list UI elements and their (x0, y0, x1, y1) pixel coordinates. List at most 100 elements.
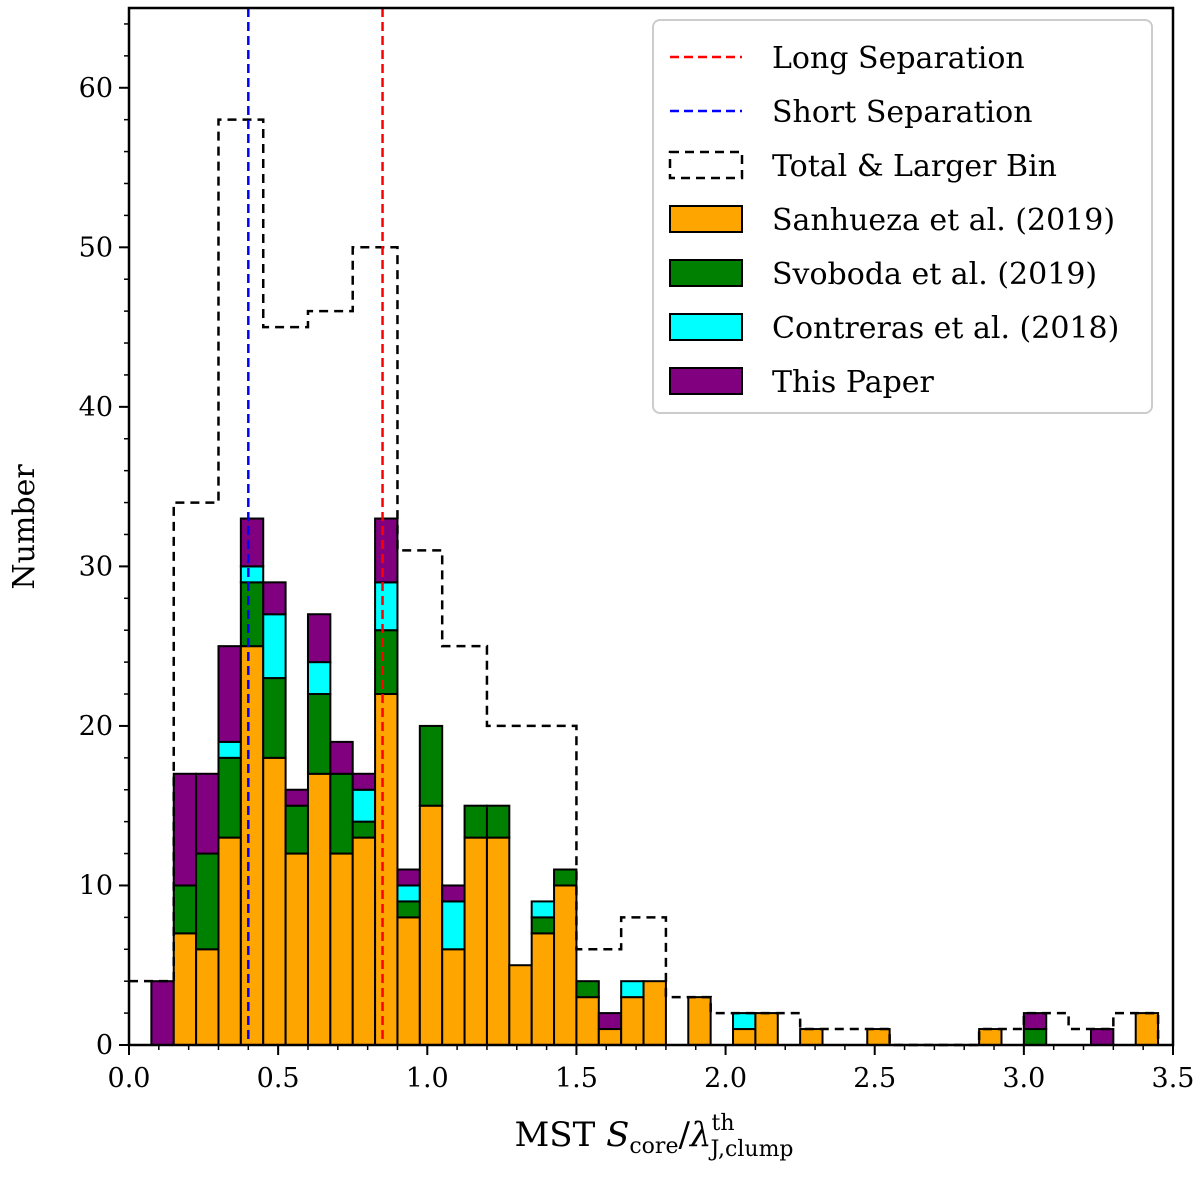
x-axis-label: MST Score/λth J,clump (514, 1111, 793, 1162)
y-tick-label: 0 (96, 1030, 113, 1061)
legend-label-long-separation: Long Separation (772, 41, 1025, 76)
bar-this-paper-bin-3 (217, 645, 242, 743)
bar-sanhueza-et-al-2019-bin-19 (575, 996, 600, 1047)
total-larger-bin-step (129, 118, 1160, 1047)
bar-svoboda-et-al-2019-bin-9 (351, 820, 377, 839)
x-tick-label: 2.0 (704, 1063, 747, 1094)
x-axis-label-sub: core (629, 1134, 678, 1159)
legend-label-svoboda-et-al-2019: Svoboda et al. (2019) (772, 257, 1097, 292)
legend-box (652, 19, 1153, 414)
bar-svoboda-et-al-2019-bin-8 (329, 772, 354, 855)
x-axis-label-slash: / (678, 1115, 690, 1155)
y-tick-label: 30 (79, 551, 113, 582)
x-tick-label: 2.5 (853, 1063, 896, 1094)
legend-handle-total-larger-bin (668, 150, 744, 180)
bar-this-paper-bin-11 (396, 868, 421, 887)
bar-this-paper-bin-20 (597, 1012, 623, 1031)
bar-this-paper-bin-30 (1089, 1028, 1115, 1046)
bar-sanhueza-et-al-2019-bin-7 (306, 772, 332, 1046)
bar-sanhueza-et-al-2019-bin-31 (1134, 1012, 1160, 1046)
bar-sanhueza-et-al-2019-bin-2 (195, 948, 220, 1046)
bar-contreras-et-al-2018-bin-9 (351, 788, 377, 823)
x-axis-label-var2: λ (688, 1115, 712, 1155)
bar-contreras-et-al-2018-bin-17 (530, 900, 556, 919)
bar-svoboda-et-al-2019-bin-19 (575, 980, 600, 999)
bar-svoboda-et-al-2019-bin-4 (239, 581, 265, 648)
bar-this-paper-bin-0 (150, 980, 175, 1047)
bar-sanhueza-et-al-2019-bin-28 (978, 1028, 1003, 1046)
bar-svoboda-et-al-2019-bin-1 (172, 884, 198, 935)
bar-sanhueza-et-al-2019-bin-8 (329, 852, 354, 1046)
bar-contreras-et-al-2018-bin-11 (396, 884, 421, 903)
separation-lines (247, 8, 384, 1045)
plot-frame (127, 6, 1175, 1047)
bar-contreras-et-al-2018-bin-24 (732, 1012, 757, 1031)
legend-label-sanhueza-et-al-2019: Sanhueza et al. (2019) (772, 203, 1115, 238)
x-tick-label: 1.0 (406, 1063, 449, 1094)
bar-contreras-et-al-2018-bin-21 (620, 980, 645, 999)
total-larger-bin-line (129, 118, 1160, 1047)
x-axis-label-sup: th (712, 1111, 735, 1136)
x-tick-label: 1.5 (555, 1063, 598, 1094)
x-axis-label-var: S (606, 1115, 629, 1155)
bar-this-paper-bin-29 (1022, 1012, 1048, 1031)
bar-contreras-et-al-2018-bin-5 (262, 613, 287, 680)
y-tick-label: 10 (79, 870, 113, 901)
bar-sanhueza-et-al-2019-bin-22 (642, 980, 667, 1047)
bar-sanhueza-et-al-2019-bin-9 (351, 836, 377, 1046)
bar-this-paper-bin-8 (329, 740, 354, 775)
x-tick-label: 3.0 (1002, 1063, 1045, 1094)
legend-label-this-paper: This Paper (772, 365, 935, 400)
bar-sanhueza-et-al-2019-bin-11 (396, 916, 421, 1046)
bar-sanhueza-et-al-2019-bin-25 (754, 1012, 779, 1046)
legend: Long Separation Short Separation Total & L… (652, 19, 1153, 414)
y-tick-label: 40 (79, 392, 113, 423)
bar-svoboda-et-al-2019-bin-3 (217, 756, 242, 839)
legend-label-total-larger-bin: Total & Larger Bin (772, 149, 1057, 184)
bar-svoboda-et-al-2019-bin-12 (418, 724, 444, 807)
bar-svoboda-et-al-2019-bin-7 (306, 693, 332, 775)
legend-handle-this-paper (669, 367, 743, 395)
bar-sanhueza-et-al-2019-bin-21 (620, 996, 645, 1047)
bar-contreras-et-al-2018-bin-10 (374, 581, 399, 632)
bar-svoboda-et-al-2019-bin-17 (530, 916, 556, 935)
bar-svoboda-et-al-2019-bin-15 (485, 804, 511, 839)
bar-sanhueza-et-al-2019-bin-14 (463, 836, 488, 1046)
y-tick-label: 20 (79, 711, 113, 742)
bar-sanhueza-et-al-2019-bin-16 (508, 964, 533, 1047)
bar-sanhueza-et-al-2019-bin-26 (799, 1028, 824, 1046)
bar-contreras-et-al-2018-bin-3 (217, 740, 242, 759)
bar-sanhueza-et-al-2019-bin-4 (239, 645, 265, 1047)
bar-this-paper-bin-10 (374, 517, 399, 584)
y-tick-label: 60 (79, 73, 113, 104)
bar-sanhueza-et-al-2019-bin-5 (262, 756, 287, 1046)
x-tick-label: 0.5 (257, 1063, 300, 1094)
bar-this-paper-bin-13 (441, 884, 466, 903)
bar-this-paper-bin-4 (239, 517, 265, 568)
x-tick-label: 3.5 (1152, 1063, 1195, 1094)
legend-handle-sanhueza-et-al-2019 (669, 205, 743, 233)
bar-this-paper-bin-1 (172, 772, 198, 887)
legend-label-contreras-et-al-2018: Contreras et al. (2018) (772, 311, 1119, 346)
bar-this-paper-bin-6 (284, 788, 309, 807)
bar-this-paper-bin-5 (262, 581, 287, 616)
x-axis-label-sub2: J,clump (709, 1137, 794, 1162)
bar-contreras-et-al-2018-bin-4 (239, 565, 265, 584)
y-axis-label: Number (7, 464, 42, 590)
bar-contreras-et-al-2018-bin-7 (306, 661, 332, 696)
bar-svoboda-et-al-2019-bin-11 (396, 900, 421, 919)
bar-sanhueza-et-al-2019-bin-23 (687, 996, 712, 1047)
bar-sanhueza-et-al-2019-bin-27 (866, 1028, 891, 1046)
bar-svoboda-et-al-2019-bin-14 (463, 804, 488, 839)
bar-svoboda-et-al-2019-bin-29 (1022, 1028, 1048, 1046)
bar-svoboda-et-al-2019-bin-5 (262, 677, 287, 759)
stacked-bars (150, 517, 1160, 1047)
bar-sanhueza-et-al-2019-bin-1 (172, 932, 198, 1046)
bar-sanhueza-et-al-2019-bin-12 (418, 804, 444, 1047)
bar-sanhueza-et-al-2019-bin-18 (553, 884, 578, 1047)
bar-this-paper-bin-7 (306, 613, 332, 664)
legend-handle-svoboda-et-al-2019 (669, 259, 743, 287)
y-tick-label: 50 (79, 232, 113, 263)
bar-sanhueza-et-al-2019-bin-3 (217, 836, 242, 1046)
